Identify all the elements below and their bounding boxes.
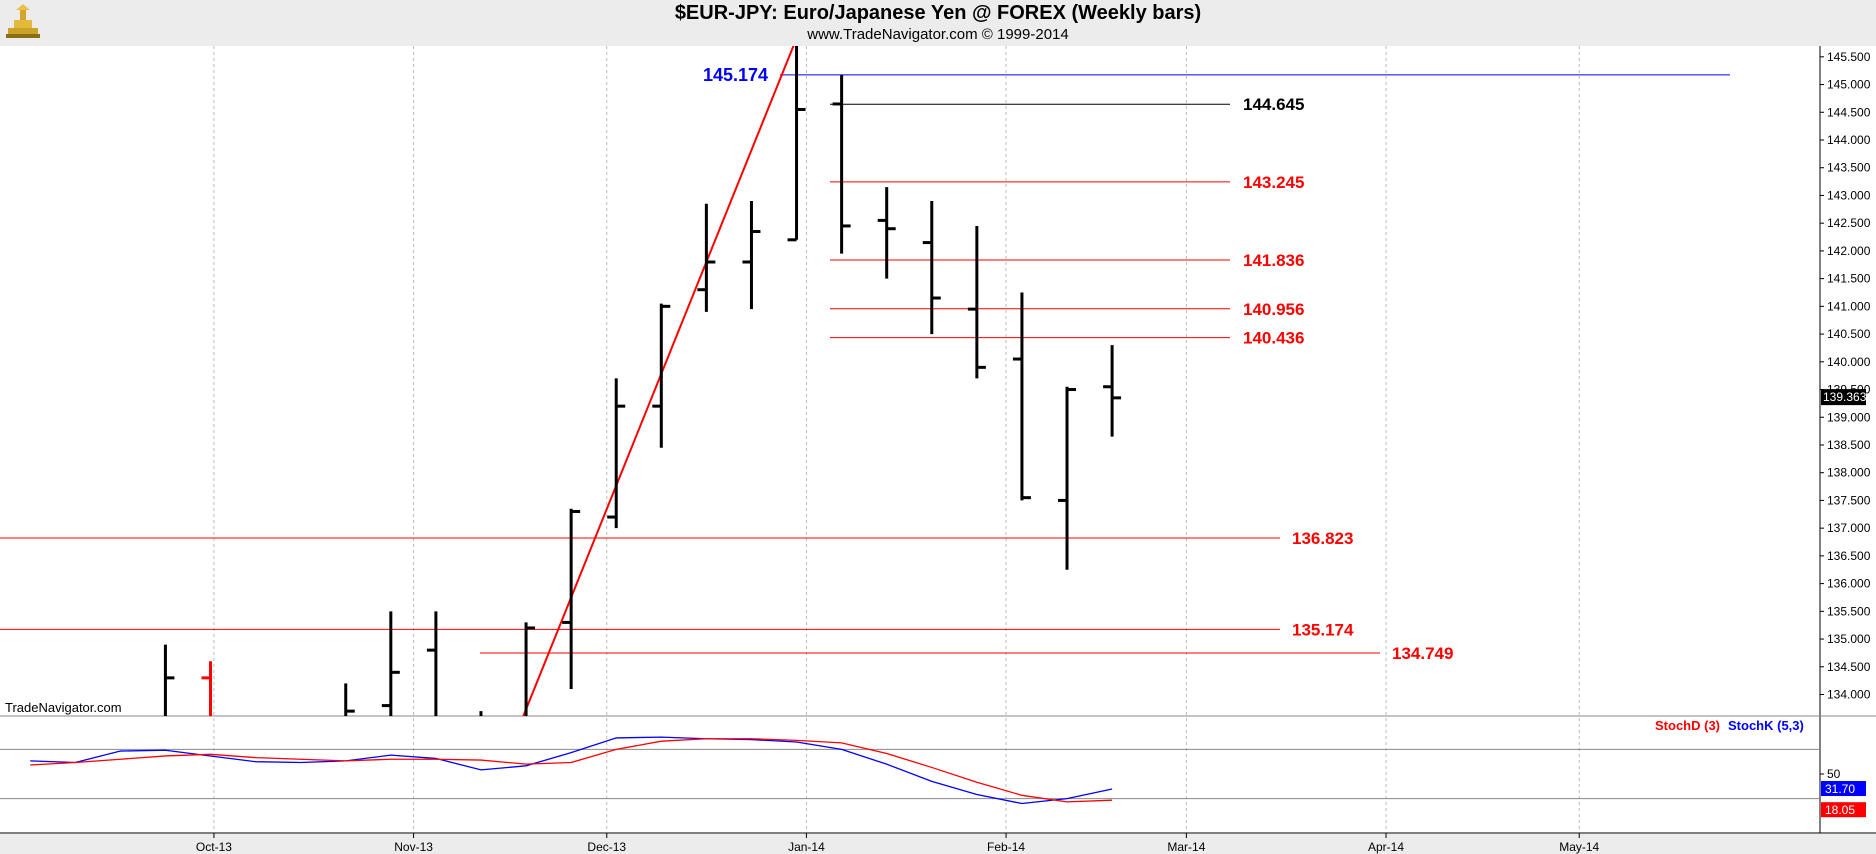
y-tick-label: 142.000 bbox=[1827, 244, 1871, 258]
panel-frame bbox=[0, 46, 1876, 854]
ohlc-bar bbox=[426, 611, 438, 716]
trend-line-segment bbox=[522, 46, 795, 716]
stoch-legend-item: StochK (5,3) bbox=[1728, 718, 1804, 733]
price-bars bbox=[163, 46, 1122, 716]
x-tick-label: May-14 bbox=[1559, 840, 1599, 854]
price-axis: 145.500 145.000 144.500 144.000 143.500 143.0… bbox=[1820, 50, 1871, 702]
y-tick-label: 141.500 bbox=[1827, 272, 1871, 286]
last-price-label: 139.363 bbox=[1823, 390, 1867, 404]
y-tick-label: 137.500 bbox=[1827, 493, 1871, 507]
level-label: 134.749 bbox=[1392, 644, 1453, 663]
trend-line bbox=[522, 46, 795, 716]
level-label: 145.174 bbox=[703, 65, 768, 85]
ohlc-bar bbox=[163, 644, 175, 716]
ohlc-bar bbox=[524, 622, 536, 716]
ohlc-bar bbox=[967, 225, 986, 379]
level-label: 140.436 bbox=[1243, 329, 1304, 348]
ohlc-bar bbox=[201, 661, 212, 716]
date-axis-background bbox=[0, 834, 1876, 854]
ohlc-bar bbox=[877, 187, 896, 279]
stochk-value-label: 31.70 bbox=[1825, 782, 1855, 796]
y-tick-label: 140.500 bbox=[1827, 327, 1871, 341]
ohlc-bar bbox=[607, 378, 626, 529]
ohlc-bar bbox=[1058, 386, 1077, 570]
stochd-line bbox=[30, 738, 1113, 803]
ohlc-bar bbox=[344, 683, 355, 716]
y-tick-label: 135.000 bbox=[1827, 632, 1871, 646]
x-tick-label: Dec-13 bbox=[587, 840, 626, 854]
ohlc-bar bbox=[1103, 345, 1122, 437]
y-tick-label: 138.000 bbox=[1827, 466, 1871, 480]
stochk-value-box bbox=[1821, 781, 1866, 797]
level-label: 143.245 bbox=[1243, 173, 1304, 192]
y-tick-label: 139.000 bbox=[1827, 410, 1871, 424]
ohlc-bar bbox=[697, 203, 716, 312]
y-tick-label: 138.500 bbox=[1827, 438, 1871, 452]
ohlc-bar bbox=[787, 46, 806, 242]
stochd-value-box bbox=[1821, 802, 1866, 818]
chart-title: $EUR-JPY: Euro/Japanese Yen @ FOREX (Wee… bbox=[674, 2, 1202, 24]
stoch-legend-item: StochD (3) bbox=[1655, 718, 1720, 733]
y-tick-label: 144.500 bbox=[1827, 105, 1871, 119]
y-tick-label: 143.500 bbox=[1827, 161, 1871, 175]
level-label: 136.823 bbox=[1292, 529, 1353, 548]
y-tick-label: 134.500 bbox=[1827, 660, 1871, 674]
x-tick-label: Mar-14 bbox=[1167, 840, 1205, 854]
y-tick-label: 135.500 bbox=[1827, 604, 1871, 618]
ohlc-bar bbox=[832, 75, 851, 254]
stoch-tick-label: 50 bbox=[1827, 767, 1841, 781]
x-tick-label: Nov-13 bbox=[394, 840, 433, 854]
y-tick-label: 142.500 bbox=[1827, 216, 1871, 230]
x-tick-label: Feb-14 bbox=[987, 840, 1025, 854]
last-price-box bbox=[1821, 389, 1866, 406]
ohlc-bar bbox=[742, 200, 761, 310]
ohlc-bar bbox=[562, 508, 581, 689]
price-levels: 145.174 144.645 143.245 141.836 140.956 140.4… bbox=[0, 65, 1730, 663]
ohlc-bar bbox=[922, 200, 941, 335]
x-tick-label: Apr-14 bbox=[1368, 840, 1404, 854]
y-tick-label: 145.000 bbox=[1827, 78, 1871, 92]
x-tick-label: Jan-14 bbox=[788, 840, 825, 854]
level-label: 135.174 bbox=[1292, 620, 1354, 639]
stochd-value-label: 18.05 bbox=[1825, 803, 1855, 817]
level-label: 141.836 bbox=[1243, 251, 1304, 270]
chart-header bbox=[0, 0, 1876, 46]
y-tick-label: 134.000 bbox=[1827, 688, 1871, 702]
tradenavigator-logo-icon[interactable] bbox=[4, 2, 44, 42]
y-tick-label: 144.000 bbox=[1827, 133, 1871, 147]
y-tick-label: 141.000 bbox=[1827, 299, 1871, 313]
watermark-text: TradeNavigator.com bbox=[5, 700, 122, 715]
level-label: 144.645 bbox=[1243, 95, 1304, 114]
ohlc-bar bbox=[381, 611, 400, 716]
date-axis: Oct-13 Nov-13 Dec-13 Jan-14 Feb-14 Mar-14 Apr-… bbox=[196, 833, 1600, 854]
x-tick-label: Oct-13 bbox=[196, 840, 232, 854]
y-tick-label: 140.000 bbox=[1827, 355, 1871, 369]
level-label: 140.956 bbox=[1243, 300, 1304, 319]
y-tick-label: 143.000 bbox=[1827, 188, 1871, 202]
y-tick-label: 137.000 bbox=[1827, 521, 1871, 535]
copyright-text: www.TradeNavigator.com © 1999-2014 bbox=[807, 26, 1069, 43]
ohlc-bar bbox=[1012, 292, 1031, 501]
ohlc-bar bbox=[652, 303, 671, 448]
y-tick-label: 136.500 bbox=[1827, 549, 1871, 563]
stochk-line bbox=[30, 736, 1113, 805]
grid-lines bbox=[213, 46, 1580, 831]
ohlc-bar bbox=[479, 711, 483, 716]
stochastic-panel: 50 StochD (3) StochK (5,3) 31.70 18.05 bbox=[0, 718, 1866, 818]
y-tick-label: 145.500 bbox=[1827, 50, 1871, 64]
y-tick-label: 136.000 bbox=[1827, 577, 1871, 591]
